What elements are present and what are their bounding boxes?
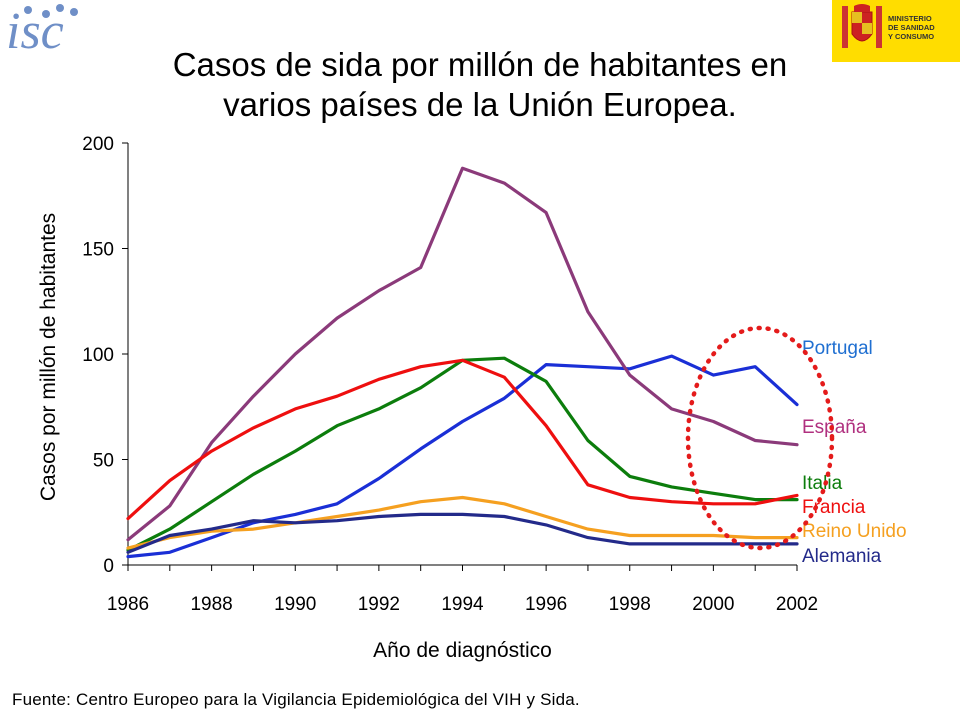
series-line-españa: [126, 166, 799, 542]
series-label-portugal: Portugal: [802, 338, 873, 359]
y-axis-label: Casos por millón de habitantes: [37, 213, 60, 501]
coat-of-arms-icon: [842, 4, 882, 48]
series-label-alemania: Alemania: [802, 546, 882, 567]
series-label-italia: Italia: [802, 473, 843, 494]
x-tick-label: 1994: [441, 594, 484, 615]
x-tick-label: 1990: [274, 594, 316, 615]
x-tick-label: 1992: [358, 594, 400, 615]
y-tick-label: 50: [93, 451, 114, 472]
ministry-logo-text: MINISTERIO DE SANIDAD Y CONSUMO: [888, 14, 935, 41]
x-tick-label: 2000: [692, 594, 734, 615]
x-tick-label: 1988: [190, 594, 232, 615]
series-line-francia: [126, 358, 799, 521]
chart-title-line-1: Casos de sida por millón de habitantes e…: [172, 46, 788, 83]
isc-logo: isc: [6, 3, 78, 58]
series-label-reino-unido: Reino Unido: [802, 521, 907, 542]
y-tick-label: 150: [82, 240, 114, 261]
series-line-reino-unido: [126, 495, 799, 550]
x-tick-label: 2002: [776, 594, 818, 615]
chart-title-line-2: varios países de la Unión Europea.: [223, 86, 737, 123]
series-line-alemania: [126, 512, 799, 554]
x-tick-label: 1996: [525, 594, 567, 615]
y-tick-label: 0: [103, 556, 114, 577]
y-tick-label: 100: [82, 345, 114, 366]
aids-cases-line-chart: 0 50 100 150 200 1986 1988 1990 1992 1994 1996 1998…: [37, 134, 907, 662]
ministry-logo: MINISTERIO DE SANIDAD Y CONSUMO: [832, 0, 960, 62]
series-label-españa: España: [802, 417, 867, 438]
x-tick-label: 1986: [107, 594, 149, 615]
series-line-portugal: [126, 354, 799, 559]
source-note: Fuente: Centro Europeo para la Vigilanci…: [12, 690, 580, 709]
x-axis-label: Año de diagnóstico: [373, 639, 552, 662]
isc-logo-text: isc: [6, 3, 64, 58]
highlight-ellipse: [685, 325, 835, 551]
y-tick-label: 200: [82, 134, 114, 155]
series-label-francia: Francia: [802, 497, 866, 518]
x-tick-label: 1998: [609, 594, 651, 615]
